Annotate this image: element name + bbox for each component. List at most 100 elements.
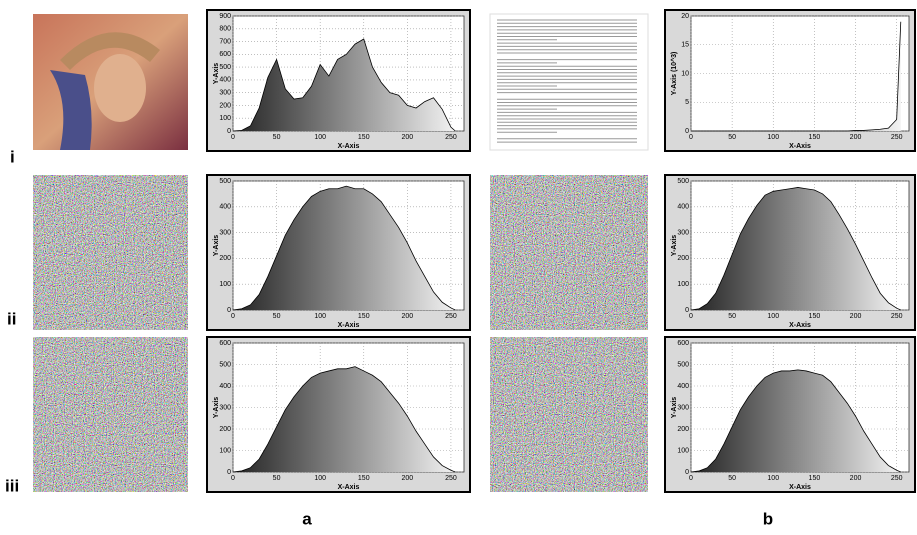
y-tick-label: 400 (677, 383, 689, 390)
y-tick-label: 500 (219, 361, 231, 368)
x-tick-label: 100 (314, 475, 326, 482)
column-label: a (302, 509, 312, 528)
x-tick-label: 0 (231, 475, 235, 482)
y-axis-label: Y-Axis (213, 63, 220, 85)
x-tick-label: 0 (231, 134, 235, 141)
y-tick-label: 600 (219, 340, 231, 347)
y-tick-label: 0 (685, 469, 689, 476)
x-tick-label: 200 (850, 313, 862, 320)
y-tick-label: 20 (681, 13, 689, 20)
document-image (489, 13, 649, 151)
y-tick-label: 0 (685, 307, 689, 314)
y-tick-label: 100 (219, 115, 231, 122)
x-tick-label: 50 (728, 475, 736, 482)
y-tick-label: 0 (227, 307, 231, 314)
x-tick-label: 150 (358, 134, 370, 141)
x-tick-label: 50 (728, 313, 736, 320)
x-tick-label: 250 (891, 134, 903, 141)
x-tick-label: 150 (358, 313, 370, 320)
histogram-line (691, 21, 902, 132)
x-axis-label: X-Axis (338, 143, 360, 150)
x-tick-label: 200 (401, 313, 413, 320)
y-tick-label: 200 (677, 255, 689, 262)
x-tick-label: 150 (809, 134, 821, 141)
x-tick-label: 250 (445, 313, 457, 320)
x-tick-label: 100 (767, 313, 779, 320)
y-tick-label: 200 (219, 426, 231, 433)
y-tick-label: 100 (677, 447, 689, 454)
x-tick-label: 200 (850, 475, 862, 482)
x-tick-label: 200 (401, 134, 413, 141)
y-tick-label: 10 (681, 70, 689, 77)
histogram-line (232, 185, 456, 311)
area-fill (691, 369, 901, 472)
histogram-line (690, 369, 901, 473)
x-tick-label: 50 (273, 313, 281, 320)
y-tick-label: 300 (677, 229, 689, 236)
noise-image (490, 175, 648, 330)
x-tick-label: 0 (231, 313, 235, 320)
y-axis-label: Y-Axis (213, 235, 220, 257)
histogram-line (690, 187, 901, 311)
x-tick-label: 150 (358, 475, 370, 482)
photo-feather (50, 70, 92, 150)
x-tick-label: 250 (445, 134, 457, 141)
y-tick-label: 700 (219, 38, 231, 45)
x-tick-label: 250 (891, 475, 903, 482)
document-text (497, 19, 637, 143)
y-tick-label: 500 (677, 178, 689, 185)
histogram-line (232, 366, 456, 473)
y-tick-label: 400 (219, 204, 231, 211)
x-tick-label: 150 (809, 475, 821, 482)
area-fill (233, 39, 456, 131)
x-tick-label: 50 (273, 134, 281, 141)
x-tick-label: 150 (809, 313, 821, 320)
y-axis-label: Y-Axis (213, 397, 220, 419)
photo-face (94, 54, 146, 122)
y-tick-label: 600 (219, 51, 231, 58)
y-tick-label: 400 (219, 77, 231, 84)
y-tick-label: 100 (219, 281, 231, 288)
y-tick-label: 0 (685, 128, 689, 135)
y-tick-label: 200 (219, 102, 231, 109)
x-tick-label: 100 (767, 134, 779, 141)
x-tick-label: 50 (273, 475, 281, 482)
y-axis-label: Y-Axis (671, 235, 678, 257)
noise-image (490, 337, 648, 492)
y-tick-label: 100 (677, 281, 689, 288)
y-tick-label: 200 (677, 426, 689, 433)
area-fill (233, 186, 456, 310)
y-tick-label: 400 (219, 383, 231, 390)
y-tick-label: 500 (219, 64, 231, 71)
column-label: b (763, 509, 773, 528)
y-tick-label: 500 (219, 178, 231, 185)
y-tick-label: 100 (219, 447, 231, 454)
y-tick-label: 300 (219, 404, 231, 411)
row-label: ii (7, 309, 16, 328)
x-tick-label: 100 (314, 313, 326, 320)
y-tick-label: 800 (219, 26, 231, 33)
area-fill (691, 187, 901, 310)
x-axis-label: X-Axis (789, 143, 811, 150)
y-tick-label: 0 (227, 469, 231, 476)
x-axis-label: X-Axis (789, 484, 811, 491)
y-tick-label: 200 (219, 255, 231, 262)
y-tick-label: 5 (685, 99, 689, 106)
x-axis-label: X-Axis (338, 484, 360, 491)
x-axis-label: X-Axis (338, 322, 360, 329)
x-tick-label: 50 (728, 134, 736, 141)
x-tick-label: 200 (850, 134, 862, 141)
y-tick-label: 15 (681, 42, 689, 49)
row-label: i (10, 147, 15, 166)
y-tick-label: 300 (219, 229, 231, 236)
y-tick-label: 0 (227, 128, 231, 135)
x-tick-label: 250 (891, 313, 903, 320)
y-tick-label: 300 (219, 90, 231, 97)
noise-image (33, 337, 188, 492)
photo-hat (60, 32, 160, 70)
y-axis-label: Y-Axis (10^3) (670, 52, 678, 96)
y-tick-label: 900 (219, 13, 231, 20)
x-axis-label: X-Axis (789, 322, 811, 329)
